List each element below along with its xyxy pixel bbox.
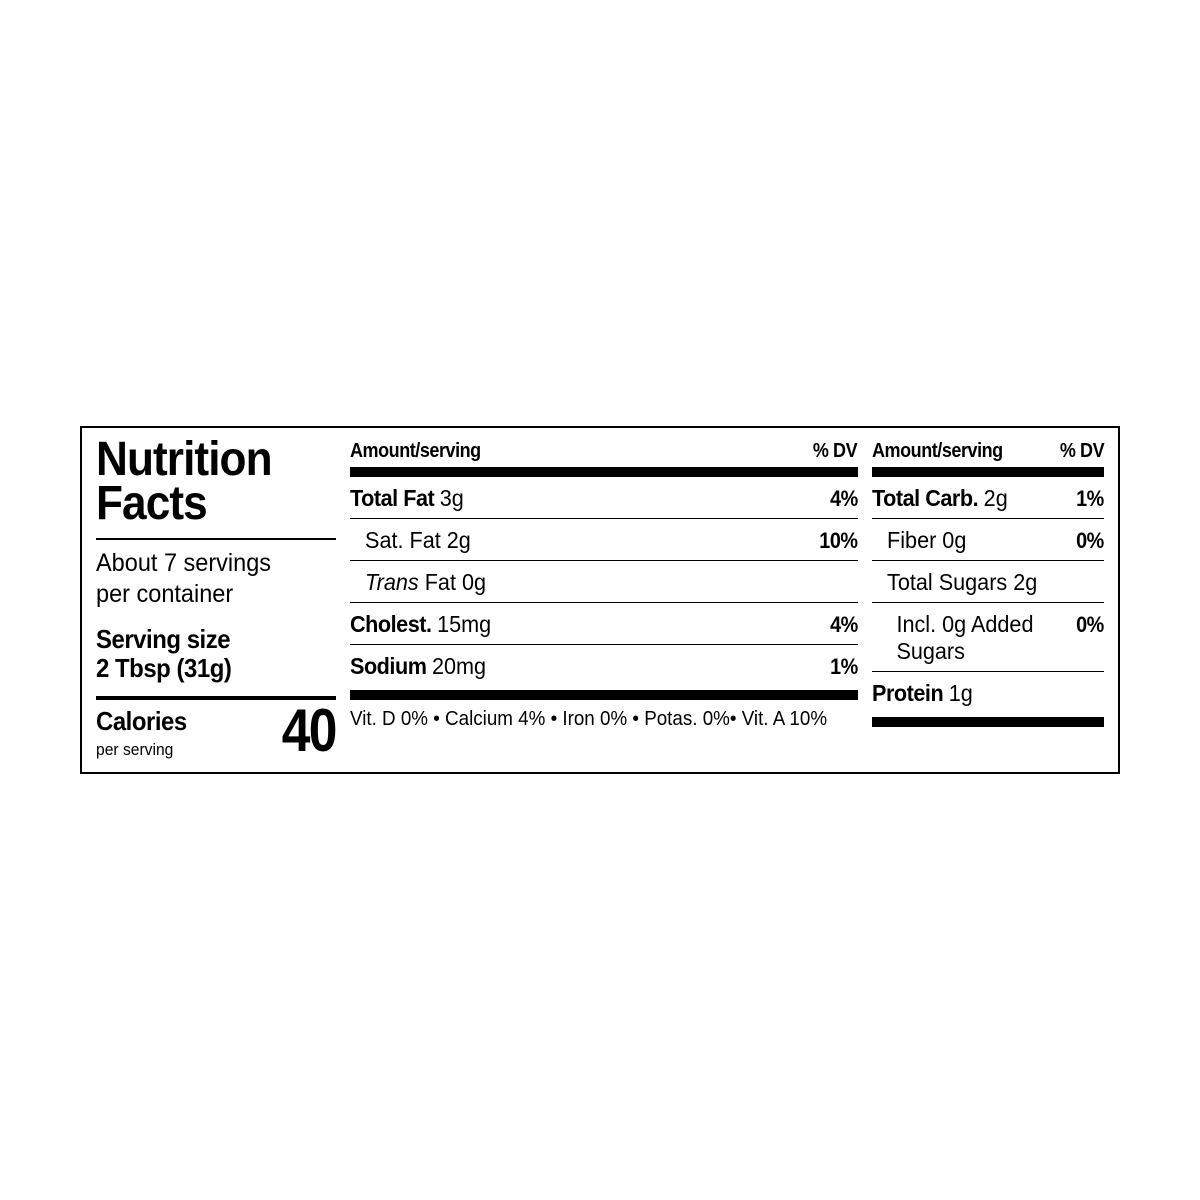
nutrient-dv: 0% bbox=[1076, 528, 1104, 554]
thick-rule bbox=[872, 467, 1105, 477]
nutrient-name: Cholest. 15mg bbox=[350, 611, 491, 638]
nutrient-name: Protein 1g bbox=[872, 680, 973, 707]
servings-line2: per container bbox=[96, 580, 233, 608]
calories-label: Calories per serving bbox=[96, 709, 187, 758]
nutrient-dv: 1% bbox=[830, 654, 858, 680]
total-fat-row: Total Fat 3g 4% bbox=[350, 477, 858, 519]
nutrient-name: Total Fat 3g bbox=[350, 485, 464, 512]
serving-size-label: Serving size bbox=[96, 624, 230, 654]
nutrient-name: Total Sugars 2g bbox=[872, 569, 1037, 596]
hdr-dv: % DV bbox=[1060, 440, 1104, 463]
calories-value: 40 bbox=[282, 704, 336, 758]
nutrient-name: Sat. Fat 2g bbox=[350, 527, 471, 554]
header: Amount/serving % DV bbox=[872, 438, 1105, 467]
nutrient-name: Trans Fat 0g bbox=[350, 569, 486, 596]
nutrient-dv: 4% bbox=[830, 486, 858, 512]
nutrient-name: Incl. 0g Added Sugars bbox=[872, 611, 1062, 665]
nutrition-label: Nutrition Facts About 7 servings per con… bbox=[80, 426, 1120, 775]
total-carb-row: Total Carb. 2g 1% bbox=[872, 477, 1105, 519]
column-2: Amount/serving % DV Total Carb. 2g 1% Fi… bbox=[872, 438, 1105, 759]
protein-row: Protein 1g bbox=[872, 672, 1105, 713]
thick-rule bbox=[350, 690, 858, 700]
calories-text: Calories bbox=[96, 706, 187, 736]
hdr-dv: % DV bbox=[813, 440, 857, 463]
title: Nutrition Facts bbox=[96, 438, 317, 526]
left-panel: Nutrition Facts About 7 servings per con… bbox=[96, 438, 336, 759]
servings: About 7 servings per container bbox=[96, 548, 322, 611]
nutrient-dv: 4% bbox=[830, 612, 858, 638]
servings-line1: About 7 servings bbox=[96, 549, 271, 577]
serving-size: Serving size 2 Tbsp (31g) bbox=[96, 625, 317, 685]
nutrient-dv: 1% bbox=[1076, 486, 1104, 512]
title-line2: Facts bbox=[96, 477, 207, 530]
right-panel: Amount/serving % DV Total Fat 3g 4% Sat.… bbox=[350, 438, 1104, 759]
sodium-row: Sodium 20mg 1% bbox=[350, 645, 858, 686]
nutrient-name: Total Carb. 2g bbox=[872, 485, 1008, 512]
hdr-amount: Amount/serving bbox=[350, 440, 481, 463]
trans-fat-row: Trans Fat 0g bbox=[350, 561, 858, 603]
nutrient-name: Sodium 20mg bbox=[350, 653, 486, 680]
sat-fat-row: Sat. Fat 2g 10% bbox=[350, 519, 858, 561]
header: Amount/serving % DV bbox=[350, 438, 858, 467]
nutrient-dv: 10% bbox=[819, 528, 857, 554]
added-sugars-row: Incl. 0g Added Sugars 0% bbox=[872, 603, 1105, 672]
column-1: Amount/serving % DV Total Fat 3g 4% Sat.… bbox=[350, 438, 858, 759]
serving-size-value: 2 Tbsp (31g) bbox=[96, 653, 231, 683]
nutrient-name: Fiber 0g bbox=[872, 527, 966, 554]
calories-row: Calories per serving 40 bbox=[96, 704, 336, 758]
cholesterol-row: Cholest. 15mg 4% bbox=[350, 603, 858, 645]
total-sugars-row: Total Sugars 2g bbox=[872, 561, 1105, 603]
calories-sub: per serving bbox=[96, 740, 173, 759]
thick-rule bbox=[350, 467, 858, 477]
fiber-row: Fiber 0g 0% bbox=[872, 519, 1105, 561]
hdr-amount: Amount/serving bbox=[872, 440, 1003, 463]
nutrient-dv: 0% bbox=[1076, 612, 1104, 638]
rule bbox=[96, 538, 336, 540]
vitamins: Vit. D 0% • Calcium 4% • Iron 0% • Potas… bbox=[350, 700, 827, 731]
thick-rule bbox=[872, 717, 1105, 727]
